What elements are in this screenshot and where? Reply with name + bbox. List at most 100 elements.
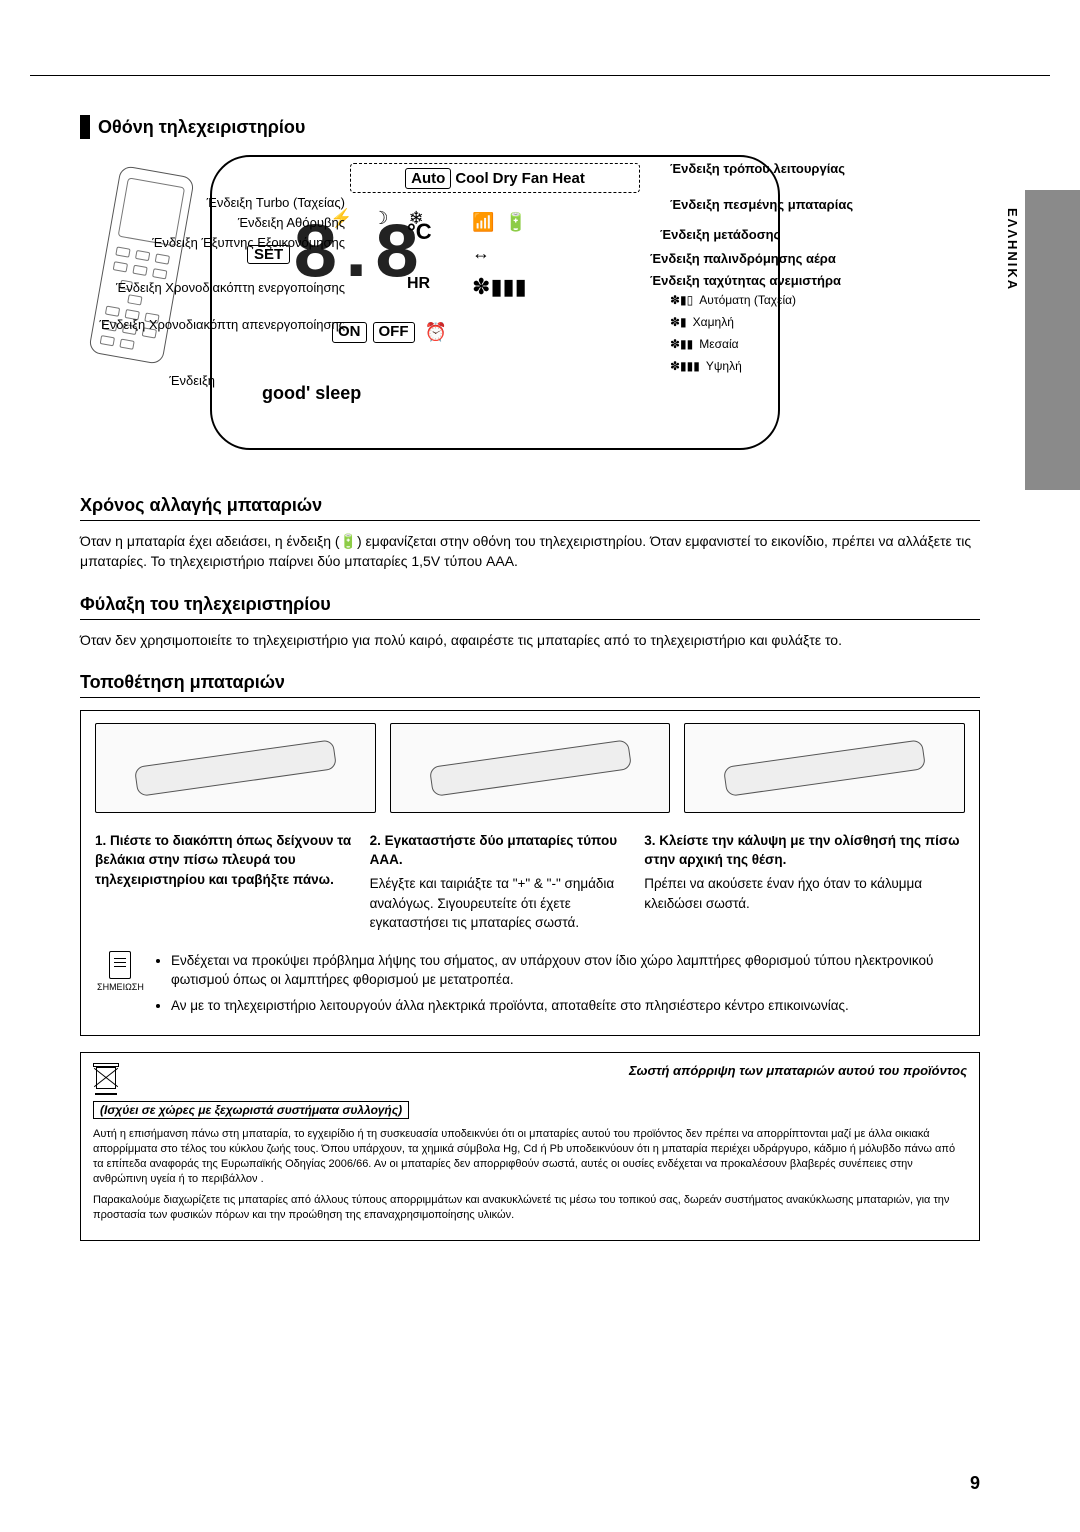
callout-fan-speed: Ένδειξη ταχύτητας ανεμιστήρα xyxy=(650,273,841,289)
transmit-icon: 📶 xyxy=(472,212,494,232)
mode-dry: Dry xyxy=(493,170,518,187)
callout-timer-off: Ένδειξη Χρονοδιακόπτη απενεργοποίησης xyxy=(75,317,345,333)
disposal-box: (Ισχύει σε χώρες με ξεχωριστά συστήματα … xyxy=(80,1052,980,1241)
mode-heat: Heat xyxy=(552,170,585,187)
note-item-1: Ενδέχεται να προκύψει πρόβλημα λήψης του… xyxy=(171,951,963,990)
callout-transmit: Ένδειξη μετάδοσης xyxy=(660,227,780,243)
remote-back-icon xyxy=(723,739,926,797)
fan-icon: ✽▮ xyxy=(670,315,687,329)
step1-title: 1. Πιέστε το διακόπτη όπως δείχνουν τα β… xyxy=(95,831,352,890)
battery-steps: 1. Πιέστε το διακόπτη όπως δείχνουν τα β… xyxy=(95,831,965,933)
disposal-left-col: (Ισχύει σε χώρες με ξεχωριστά συστήματα … xyxy=(93,1063,409,1119)
storage-body: Όταν δεν χρησιμοποιείτε το τηλεχειριστήρ… xyxy=(80,630,980,650)
remote-button-icon xyxy=(100,335,115,346)
callout-mode-ind: Ένδειξη τρόπου λειτουργίας xyxy=(670,161,845,177)
callout-low-batt: Ένδειξη πεσμένης μπαταρίας xyxy=(670,197,853,213)
top-rule xyxy=(30,75,1050,76)
fan-icon: ✽ xyxy=(472,274,490,299)
note-icon-column: ΣΗΜΕΙΩΣΗ xyxy=(97,951,143,1022)
section-bar-icon xyxy=(80,115,90,139)
callout-turbo: Ένδειξη Turbo (Ταχείας) xyxy=(75,195,345,211)
fan-auto-label: Αυτόματη (Ταχεία) xyxy=(699,293,796,307)
remote-back-icon xyxy=(429,739,632,797)
section-battery-time: Χρόνος αλλαγής μπαταριών Όταν η μπαταρία… xyxy=(80,495,980,572)
battery-time-body: Όταν η μπαταρία έχει αδειάσει, η ένδειξη… xyxy=(80,531,980,572)
callout-timer-on: Ένδειξη Χρονοδιακόπτη ενεργοποίησης xyxy=(75,280,345,296)
remote-button-icon xyxy=(105,306,120,317)
fan-icon: ✽▮▮▮ xyxy=(670,359,700,373)
remote-back-icon xyxy=(134,739,337,797)
document-icon xyxy=(109,951,131,979)
disposal-title: Σωστή απόρριψη των μπαταριών αυτού του π… xyxy=(629,1063,967,1078)
lcd-off-label: OFF xyxy=(373,322,415,343)
section-install: Τοποθέτηση μπαταριών 1. Πιέστε το διακόπ… xyxy=(80,672,980,1242)
bars-icon: ▮▮▮ xyxy=(490,274,526,299)
remote-button-icon xyxy=(152,268,167,279)
section-header-display: Οθόνη τηλεχειριστηρίου xyxy=(80,115,980,139)
note-label: ΣΗΜΕΙΩΣΗ xyxy=(97,982,144,992)
note-item-2: Αν με το τηλεχειριστήριο λειτουργούν άλλ… xyxy=(171,996,963,1016)
disposal-header: (Ισχύει σε χώρες με ξεχωριστά συστήματα … xyxy=(93,1063,967,1119)
battery-images-row xyxy=(95,723,965,813)
fan-icon: ✽▮▮ xyxy=(670,337,693,351)
section-rule xyxy=(80,697,980,698)
fan-level-low: ✽▮ Χαμηλή xyxy=(670,315,734,329)
step2-body: Ελέγξτε και ταιριάξτε τα "+" & "-" σημάδ… xyxy=(370,874,627,933)
lcd-onoff: ON OFF ⏰ xyxy=(332,322,447,343)
swing-icon: ↔ xyxy=(472,243,490,263)
step2-title: 2. Εγκαταστήστε δύο μπαταρίες τύπου AAA. xyxy=(370,831,627,870)
lcd-good-sleep: good' sleep xyxy=(262,383,361,404)
disposal-p1: Αυτή η επισήμανση πάνω στη μπαταρία, το … xyxy=(93,1127,967,1186)
callout-smart: Ένδειξη Έξυπνης Εξοικονόμησης xyxy=(75,235,345,251)
section-title-storage: Φύλαξη του τηλεχειριστηρίου xyxy=(80,594,980,615)
section-title-battery-time: Χρόνος αλλαγής μπαταριών xyxy=(80,495,980,516)
page-content: Οθόνη τηλεχειριστηρίου SET 8.8 xyxy=(80,115,980,1492)
callout-swing: Ένδειξη παλινδρόμησης αέρα xyxy=(650,251,836,267)
note-list: Ενδέχεται να προκύψει πρόβλημα λήψης του… xyxy=(155,951,963,1022)
section-rule xyxy=(80,520,980,521)
fan-level-auto: ✽▮▯Αυτόματη (Ταχεία) xyxy=(670,293,796,307)
battery-step-image-2 xyxy=(390,723,671,813)
page-number: 9 xyxy=(970,1473,980,1494)
lcd-right-icons: 📶 🔋 ↔ ✽▮▮▮ xyxy=(472,212,527,300)
disposal-p2: Παρακαλούμε διαχωρίζετε τις μπαταρίες απ… xyxy=(93,1193,967,1223)
remote-button-icon xyxy=(113,261,128,272)
battery-step-2: 2. Εγκαταστήστε δύο μπαταρίες τύπου AAA.… xyxy=(370,831,627,933)
language-side-tab xyxy=(1025,190,1080,490)
mode-cool: Cool xyxy=(455,170,488,187)
remote-button-icon xyxy=(155,253,170,264)
section-title-install: Τοποθέτηση μπαταριών xyxy=(80,672,980,693)
display-diagram: SET 8.8 °C HR ⚡ ☽ ❄ 📶 🔋 ↔ ✽▮▮▮ ON OFF ⏰ … xyxy=(80,145,980,465)
battery-install-box: 1. Πιέστε το διακόπτη όπως δείχνουν τα β… xyxy=(80,710,980,1037)
step3-title: 3. Κλείστε την κάλυψη με την ολίσθησή τη… xyxy=(644,831,965,870)
battery-step-3: 3. Κλείστε την κάλυψη με την ολίσθησή τη… xyxy=(644,831,965,933)
callout-noisefree: Ένδειξη Αθόρυβης xyxy=(75,215,345,231)
battery-step-image-3 xyxy=(684,723,965,813)
fan-level-high: ✽▮▮▮ Υψηλή xyxy=(670,359,742,373)
smartsave-icon: ❄ xyxy=(409,208,424,229)
mode-auto: Auto xyxy=(405,168,451,189)
remote-button-icon xyxy=(132,265,147,276)
callout-good-prefix: Ένδειξη xyxy=(40,373,215,389)
mode-row: Auto Cool Dry Fan Heat xyxy=(350,163,640,193)
fan-low-label: Χαμηλή xyxy=(693,315,734,329)
quiet-icon: ☽ xyxy=(372,208,388,229)
clock-icon: ⏰ xyxy=(425,322,447,343)
disposal-subtitle: (Ισχύει σε χώρες με ξεχωριστά συστήματα … xyxy=(93,1101,409,1119)
fan-mid-label: Μεσαία xyxy=(699,337,738,351)
fan-level-mid: ✽▮▮ Μεσαία xyxy=(670,337,739,351)
battery-icon: 🔋 xyxy=(504,212,526,232)
language-label: ΕΛΛΗΝΙΚΑ xyxy=(1005,208,1020,291)
battery-step-image-1 xyxy=(95,723,376,813)
section-rule xyxy=(80,619,980,620)
lcd-hr: HR xyxy=(407,275,430,293)
disposal-body: Αυτή η επισήμανση πάνω στη μπαταρία, το … xyxy=(93,1127,967,1222)
mode-fan: Fan xyxy=(522,170,549,187)
section-storage: Φύλαξη του τηλεχειριστηρίου Όταν δεν χρη… xyxy=(80,594,980,650)
note-block: ΣΗΜΕΙΩΣΗ Ενδέχεται να προκύψει πρόβλημα … xyxy=(95,951,965,1022)
step3-body: Πρέπει να ακούσετε έναν ήχο όταν το κάλυ… xyxy=(644,874,965,913)
section-title-display: Οθόνη τηλεχειριστηρίου xyxy=(98,117,305,138)
crossed-bin-icon xyxy=(93,1063,119,1095)
fan-high-label: Υψηλή xyxy=(706,359,742,373)
battery-step-1: 1. Πιέστε το διακόπτη όπως δείχνουν τα β… xyxy=(95,831,352,933)
